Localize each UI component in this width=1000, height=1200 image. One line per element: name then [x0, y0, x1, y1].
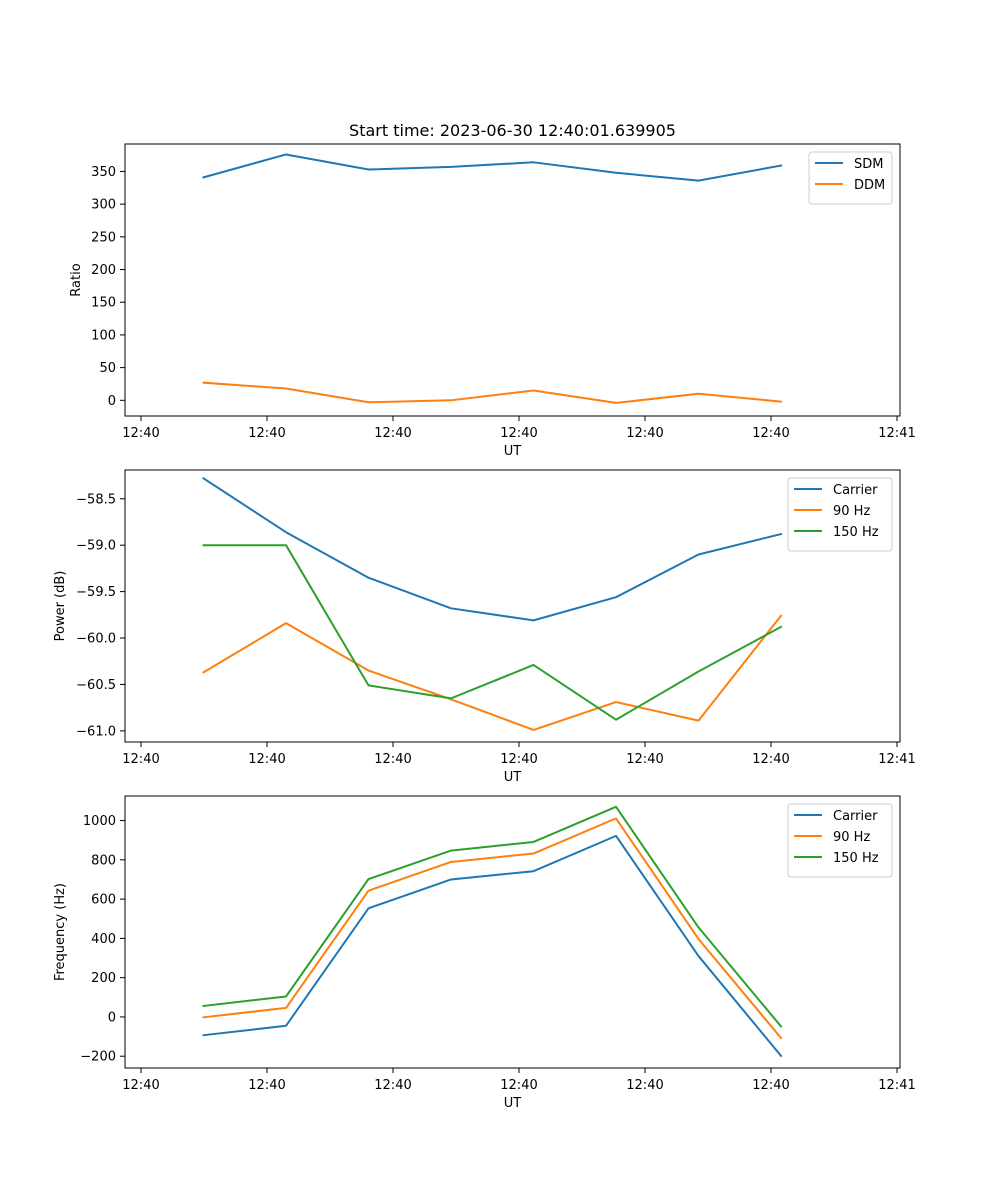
y-tick-label: 100 [91, 328, 116, 343]
legend-entry: SDM [854, 157, 883, 172]
x-tick-label: 12:40 [248, 1078, 285, 1093]
axes-frame [124, 143, 901, 417]
legend: SDM DDM [808, 151, 893, 205]
y-tick-label: −61.0 [76, 724, 116, 739]
x-tick-label: 12:41 [878, 426, 915, 441]
x-tick-label: 12:40 [374, 752, 411, 767]
y-tick-label: −60.5 [76, 678, 116, 693]
y-axis-label: Ratio [69, 263, 84, 296]
x-tick-label: 12:40 [122, 1078, 159, 1093]
axes-frame [124, 469, 901, 743]
legend: Carrier 90 Hz 150 Hz [787, 803, 893, 878]
y-tick-label: 1000 [83, 814, 116, 829]
legend-entry: 90 Hz [833, 504, 870, 519]
y-tick-label: −60.0 [76, 632, 116, 647]
x-tick-label: 12:40 [374, 426, 411, 441]
legend-entry: DDM [854, 178, 885, 193]
legend-entry: 90 Hz [833, 830, 870, 845]
series-line-ddm [202, 381, 783, 404]
x-tick-label: 12:40 [752, 426, 789, 441]
x-tick-label: 12:40 [500, 1078, 537, 1093]
y-tick-label: −200 [80, 1050, 116, 1065]
subplot-panels: 12:40 12:40 12:40 12:40 12:40 12:40 12:41 0 50 10… [53, 143, 916, 1111]
y-tick-label: 800 [91, 853, 116, 868]
x-tick-label: 12:40 [248, 426, 285, 441]
y-tick-label: 600 [91, 893, 116, 908]
series-line-carrier [202, 834, 783, 1058]
legend-entry: Carrier [833, 483, 878, 498]
x-tick-label: 12:40 [500, 752, 537, 767]
x-tick-label: 12:41 [878, 752, 915, 767]
x-axis-label: UT [504, 1096, 522, 1111]
subplot-2: 12:40 12:40 12:40 12:40 12:40 12:40 12:41 −61.0… [53, 469, 916, 785]
axes-frame [124, 795, 901, 1069]
figure-title: Start time: 2023-06-30 12:40:01.639905 [349, 121, 676, 140]
series-line-90-hz [202, 614, 783, 731]
y-tick-label: 150 [91, 296, 116, 311]
y-axis-label: Power (dB) [53, 571, 68, 642]
y-tick-label: 0 [108, 1010, 116, 1025]
legend-entry: 150 Hz [833, 525, 879, 540]
y-tick-label: 200 [91, 971, 116, 986]
legend-box [787, 803, 893, 878]
x-axis-label: UT [504, 444, 522, 459]
y-tick-label: 350 [91, 165, 116, 180]
legend: Carrier 90 Hz 150 Hz [787, 477, 893, 552]
series-line-90-hz [202, 817, 783, 1040]
y-tick-label: 0 [108, 394, 116, 409]
x-tick-label: 12:40 [752, 1078, 789, 1093]
y-tick-label: 400 [91, 932, 116, 947]
x-tick-label: 12:40 [248, 752, 285, 767]
y-tick-label: −59.0 [76, 539, 116, 554]
legend-entry: Carrier [833, 809, 878, 824]
x-tick-label: 12:40 [122, 426, 159, 441]
y-tick-label: 300 [91, 198, 116, 213]
x-tick-label: 12:41 [878, 1078, 915, 1093]
subplot-3: 12:40 12:40 12:40 12:40 12:40 12:40 12:41 −200 0… [53, 795, 916, 1111]
series-line-150-hz [202, 544, 783, 721]
series-line-150-hz [202, 805, 783, 1028]
y-tick-label: 200 [91, 263, 116, 278]
y-tick-label: 50 [99, 361, 116, 376]
series-line-sdm [202, 153, 783, 182]
x-tick-label: 12:40 [500, 426, 537, 441]
x-tick-label: 12:40 [374, 1078, 411, 1093]
x-tick-label: 12:40 [626, 752, 663, 767]
y-tick-label: −58.5 [76, 492, 116, 507]
legend-box [787, 477, 893, 552]
x-axis-label: UT [504, 770, 522, 785]
y-axis-label: Frequency (Hz) [53, 883, 68, 981]
y-tick-label: 250 [91, 230, 116, 245]
y-tick-label: −59.5 [76, 585, 116, 600]
legend-box [808, 151, 893, 205]
subplot-1: 12:40 12:40 12:40 12:40 12:40 12:40 12:41 0 50 10… [69, 143, 916, 459]
legend-entry: 150 Hz [833, 851, 879, 866]
x-tick-label: 12:40 [626, 426, 663, 441]
x-tick-label: 12:40 [122, 752, 159, 767]
series-line-carrier [202, 476, 783, 622]
x-tick-label: 12:40 [752, 752, 789, 767]
x-tick-label: 12:40 [626, 1078, 663, 1093]
